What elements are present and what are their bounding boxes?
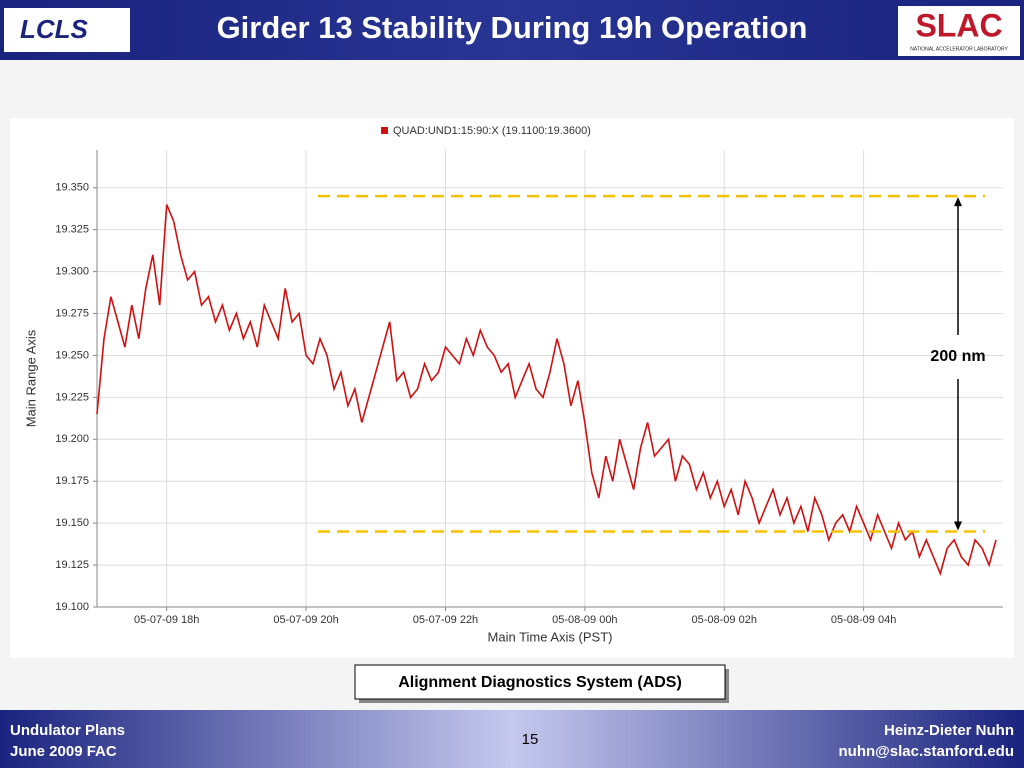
x-axis-label: Main Time Axis (PST) bbox=[488, 629, 613, 644]
y-tick-label: 19.150 bbox=[55, 517, 89, 529]
x-tick-label: 05-07-09 20h bbox=[273, 614, 338, 626]
x-tick-label: 05-07-09 18h bbox=[134, 614, 199, 626]
y-tick-label: 19.325 bbox=[55, 224, 89, 236]
footer-left: June 2009 FAC bbox=[10, 743, 117, 760]
slide-title: Girder 13 Stability During 19h Operation bbox=[217, 10, 808, 45]
y-tick-label: 19.300 bbox=[55, 265, 89, 277]
footer-bar bbox=[0, 710, 1024, 768]
page-number: 15 bbox=[522, 731, 539, 748]
logo-left: LCLS bbox=[20, 14, 89, 44]
y-tick-label: 19.250 bbox=[55, 349, 89, 361]
chart: 19.100 19.125 19.150 19.175 19.200 19.225 19.2… bbox=[23, 125, 1003, 644]
y-tick-label: 19.350 bbox=[55, 182, 89, 194]
arrow-head bbox=[954, 197, 962, 207]
y-tick-label: 19.100 bbox=[55, 601, 89, 613]
legend-swatch bbox=[381, 127, 388, 134]
y-tick-label: 19.275 bbox=[55, 307, 89, 319]
logo-box bbox=[898, 6, 1020, 56]
footer-left: Undulator Plans bbox=[10, 722, 125, 739]
y-tick-label: 19.225 bbox=[55, 391, 89, 403]
x-tick-label: 05-08-09 04h bbox=[831, 614, 896, 626]
x-tick-label: 05-08-09 02h bbox=[692, 614, 757, 626]
annotation: 200 nm bbox=[930, 348, 985, 365]
arrow-head bbox=[954, 521, 962, 531]
y-tick-label: 19.175 bbox=[55, 475, 89, 487]
logo-box bbox=[4, 8, 130, 52]
data-line bbox=[96, 204, 997, 576]
x-tick-label: 05-07-09 22h bbox=[413, 614, 478, 626]
x-tick-label: 05-08-09 00h bbox=[552, 614, 617, 626]
logo-right: SLAC bbox=[915, 7, 1002, 43]
chart-panel bbox=[10, 118, 1014, 658]
logo-right-sub: NATIONAL ACCELERATOR LABORATORY bbox=[910, 46, 1008, 52]
caption: Alignment Diagnostics System (ADS) bbox=[398, 674, 682, 691]
footer-right: Heinz-Dieter Nuhn bbox=[884, 722, 1014, 739]
y-tick-label: 19.125 bbox=[55, 559, 89, 571]
legend-label: QUAD:UND1:15:90:X (19.1100:19.3600) bbox=[393, 125, 591, 137]
header-bar bbox=[0, 0, 1024, 60]
y-axis-label: Main Range Axis bbox=[23, 329, 38, 427]
y-tick-label: 19.200 bbox=[55, 433, 89, 445]
footer-right: nuhn@slac.stanford.edu bbox=[839, 743, 1014, 760]
caption-box bbox=[354, 664, 726, 700]
